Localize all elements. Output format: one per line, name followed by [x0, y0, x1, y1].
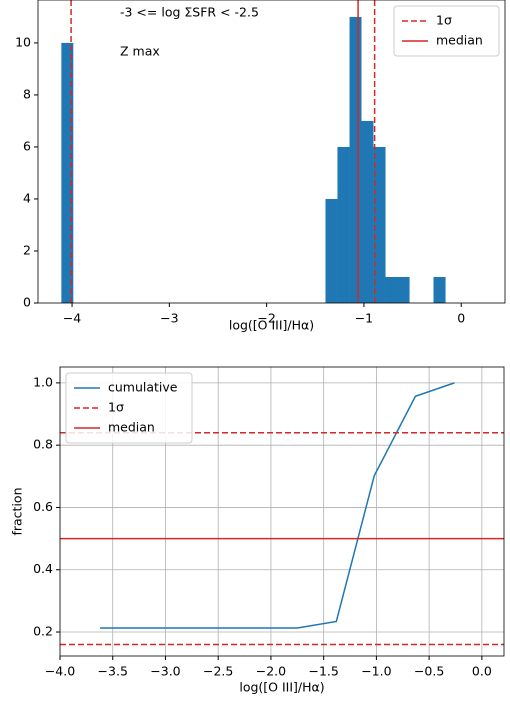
x-tick-label: −4	[63, 311, 81, 326]
y-axis-label: fraction	[10, 487, 25, 535]
annotation: -3 <= log ΣSFR < -2.5	[120, 5, 259, 20]
legend-label: cumulative	[108, 380, 178, 395]
y-tick-label: 6	[23, 138, 31, 153]
legend-label: median	[108, 420, 155, 435]
y-tick-label: 0.2	[33, 624, 53, 639]
x-tick-label: −3.5	[98, 664, 128, 679]
y-tick-label: 8	[23, 86, 31, 101]
x-axis-label: log([O III]/Hα)	[239, 680, 324, 695]
x-tick-label: −2.0	[256, 664, 286, 679]
x-axis-label: log([O III]/Hα)	[229, 318, 314, 333]
plot-area	[60, 367, 504, 656]
bar	[361, 120, 374, 303]
bar	[433, 276, 446, 303]
y-tick-label: 0	[23, 295, 31, 310]
bar	[61, 42, 74, 303]
x-tick-label: −1	[355, 311, 373, 326]
x-tick-label: −1.5	[308, 664, 338, 679]
y-tick-label: 0.8	[33, 437, 53, 452]
y-tick-label: 1.0	[33, 374, 53, 389]
x-tick-label: −3	[160, 311, 178, 326]
legend-box	[393, 5, 500, 57]
x-tick-label: −2.5	[203, 664, 233, 679]
annotation: Z max	[120, 44, 160, 59]
x-tick-label: −4.0	[45, 664, 75, 679]
x-tick-label: 0.0	[472, 664, 492, 679]
bar	[325, 198, 338, 303]
y-tick-label: 2	[23, 242, 31, 257]
y-tick-label: 4	[23, 190, 31, 205]
x-tick-label: −3.0	[150, 664, 180, 679]
bar	[349, 16, 362, 303]
x-tick-label: −2	[257, 311, 275, 326]
axes-frame	[37, 0, 506, 304]
x-tick-label: −0.5	[414, 664, 444, 679]
legend-box	[65, 372, 193, 444]
legend-label: 1σ	[436, 13, 452, 28]
axes-frame	[59, 366, 505, 657]
y-tick-label: 0.6	[33, 499, 53, 514]
bar	[397, 276, 410, 303]
legend-label: median	[436, 33, 483, 48]
y-tick-label: 0.4	[33, 561, 53, 576]
x-tick-label: −1.0	[361, 664, 391, 679]
y-tick-label: 10	[15, 34, 31, 49]
bar	[337, 146, 350, 303]
legend-label: 1σ	[108, 400, 124, 415]
line	[100, 382, 455, 629]
plot-area	[61, 0, 446, 303]
bar	[373, 146, 386, 303]
x-tick-label: 0	[457, 311, 465, 326]
bar	[385, 276, 398, 303]
